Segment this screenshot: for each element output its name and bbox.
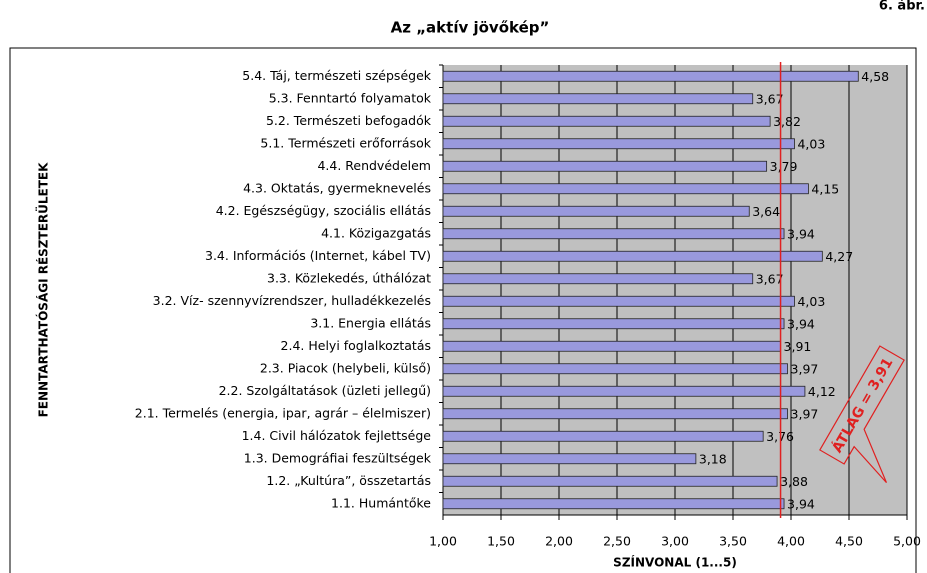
bar: [442, 160, 768, 172]
chart-title: Az „aktív jövőkép”: [391, 19, 550, 37]
value-label: 3,18: [699, 451, 727, 466]
callout-bubble: [819, 345, 905, 484]
x-tick-label: 3,50: [719, 534, 747, 549]
y-tick-label: 5.4. Táj, természeti szépségek: [242, 68, 431, 83]
bar: [442, 385, 806, 397]
y-tick-label: 3.2. Víz- szennyvízrendszer, hulladékkez…: [153, 293, 431, 308]
value-label: 3,97: [791, 361, 819, 376]
x-tick-label: 4,50: [835, 534, 863, 549]
value-label: 4,27: [825, 249, 853, 264]
y-tick-label: 2.2. Szolgáltatások (üzleti jellegű): [219, 383, 431, 398]
value-label: 4,12: [808, 384, 836, 399]
y-tick-label: 3.1. Energia ellátás: [310, 315, 431, 330]
value-label: 4,03: [797, 136, 825, 151]
y-tick-label: 2.4. Helyi foglalkoztatás: [281, 338, 431, 353]
bar: [442, 498, 785, 510]
value-label: 3,67: [756, 91, 784, 106]
value-label: 3,67: [756, 271, 784, 286]
bar: [442, 363, 788, 375]
value-label: 4,58: [861, 69, 889, 84]
x-axis-label: SZÍNVONAL (1...5): [613, 555, 737, 570]
value-label: 3,82: [773, 114, 801, 129]
y-tick-label: 1.3. Demográfiai feszültségek: [244, 450, 432, 465]
value-label: 3,79: [770, 159, 798, 174]
y-tick-label: 4.4. Rendvédelem: [317, 158, 431, 173]
x-tick-label: 2,50: [603, 534, 631, 549]
chart-frame: [9, 47, 917, 573]
value-label: 3,64: [752, 204, 780, 219]
value-label: 4,03: [797, 294, 825, 309]
bar: [442, 205, 750, 217]
value-label: 4,15: [811, 181, 839, 196]
x-tick-label: 2,00: [545, 534, 573, 549]
value-label: 3,91: [784, 339, 812, 354]
x-tick-label: 3,00: [661, 534, 689, 549]
y-tick-label: 1.1. Humántőke: [331, 495, 431, 510]
y-tick-label: 1.4. Civil hálózatok fejlettsége: [242, 428, 432, 443]
bar: [442, 183, 809, 195]
x-tick-label: 5,00: [893, 534, 921, 549]
bar: [442, 340, 781, 352]
y-tick-label: 5.1. Természeti erőforrások: [260, 135, 431, 150]
x-tick-label: 4,00: [777, 534, 805, 549]
y-tick-label: 1.2. „Kultúra”, összetartás: [266, 473, 431, 488]
bar: [442, 475, 778, 487]
value-label: 3,94: [787, 226, 815, 241]
y-tick-label: 2.1. Termelés (energia, ipar, agrár – él…: [135, 405, 431, 420]
bar: [442, 430, 764, 442]
bar: [442, 318, 785, 330]
value-label: 3,97: [791, 406, 819, 421]
bar: [442, 408, 788, 420]
y-tick-label: 3.3. Közlekedés, úthálózat: [267, 270, 431, 285]
value-label: 3,88: [780, 474, 808, 489]
y-tick-label: 4.1. Közigazgatás: [321, 225, 431, 240]
figure-label: 6. ábr.: [879, 0, 925, 14]
bar: [442, 273, 754, 285]
bar: [442, 93, 754, 105]
y-tick-label: 2.3. Piacok (helybeli, külső): [260, 360, 431, 375]
y-axis-label: FENNTARTHATÓSÁGI RÉSZTERÜLETEK: [36, 162, 51, 417]
y-tick-label: 5.2. Természeti befogadók: [266, 113, 432, 128]
y-tick-label: 4.3. Oktatás, gyermeknevelés: [243, 180, 431, 195]
bar: [442, 295, 795, 307]
bar: [442, 70, 859, 82]
y-tick-label: 3.4. Információs (Internet, kábel TV): [205, 248, 431, 263]
x-tick-label: 1,00: [429, 534, 457, 549]
bar: [442, 250, 823, 262]
y-tick-label: 4.2. Egészségügy, szociális ellátás: [216, 203, 431, 218]
bar: [442, 138, 795, 150]
y-tick-label: 5.3. Fenntartó folyamatok: [269, 90, 432, 105]
x-tick-label: 1,50: [487, 534, 515, 549]
bar: [442, 115, 771, 127]
value-label: 3,94: [787, 496, 815, 511]
bar: [442, 228, 785, 240]
bar: [442, 453, 697, 465]
value-label: 3,94: [787, 316, 815, 331]
